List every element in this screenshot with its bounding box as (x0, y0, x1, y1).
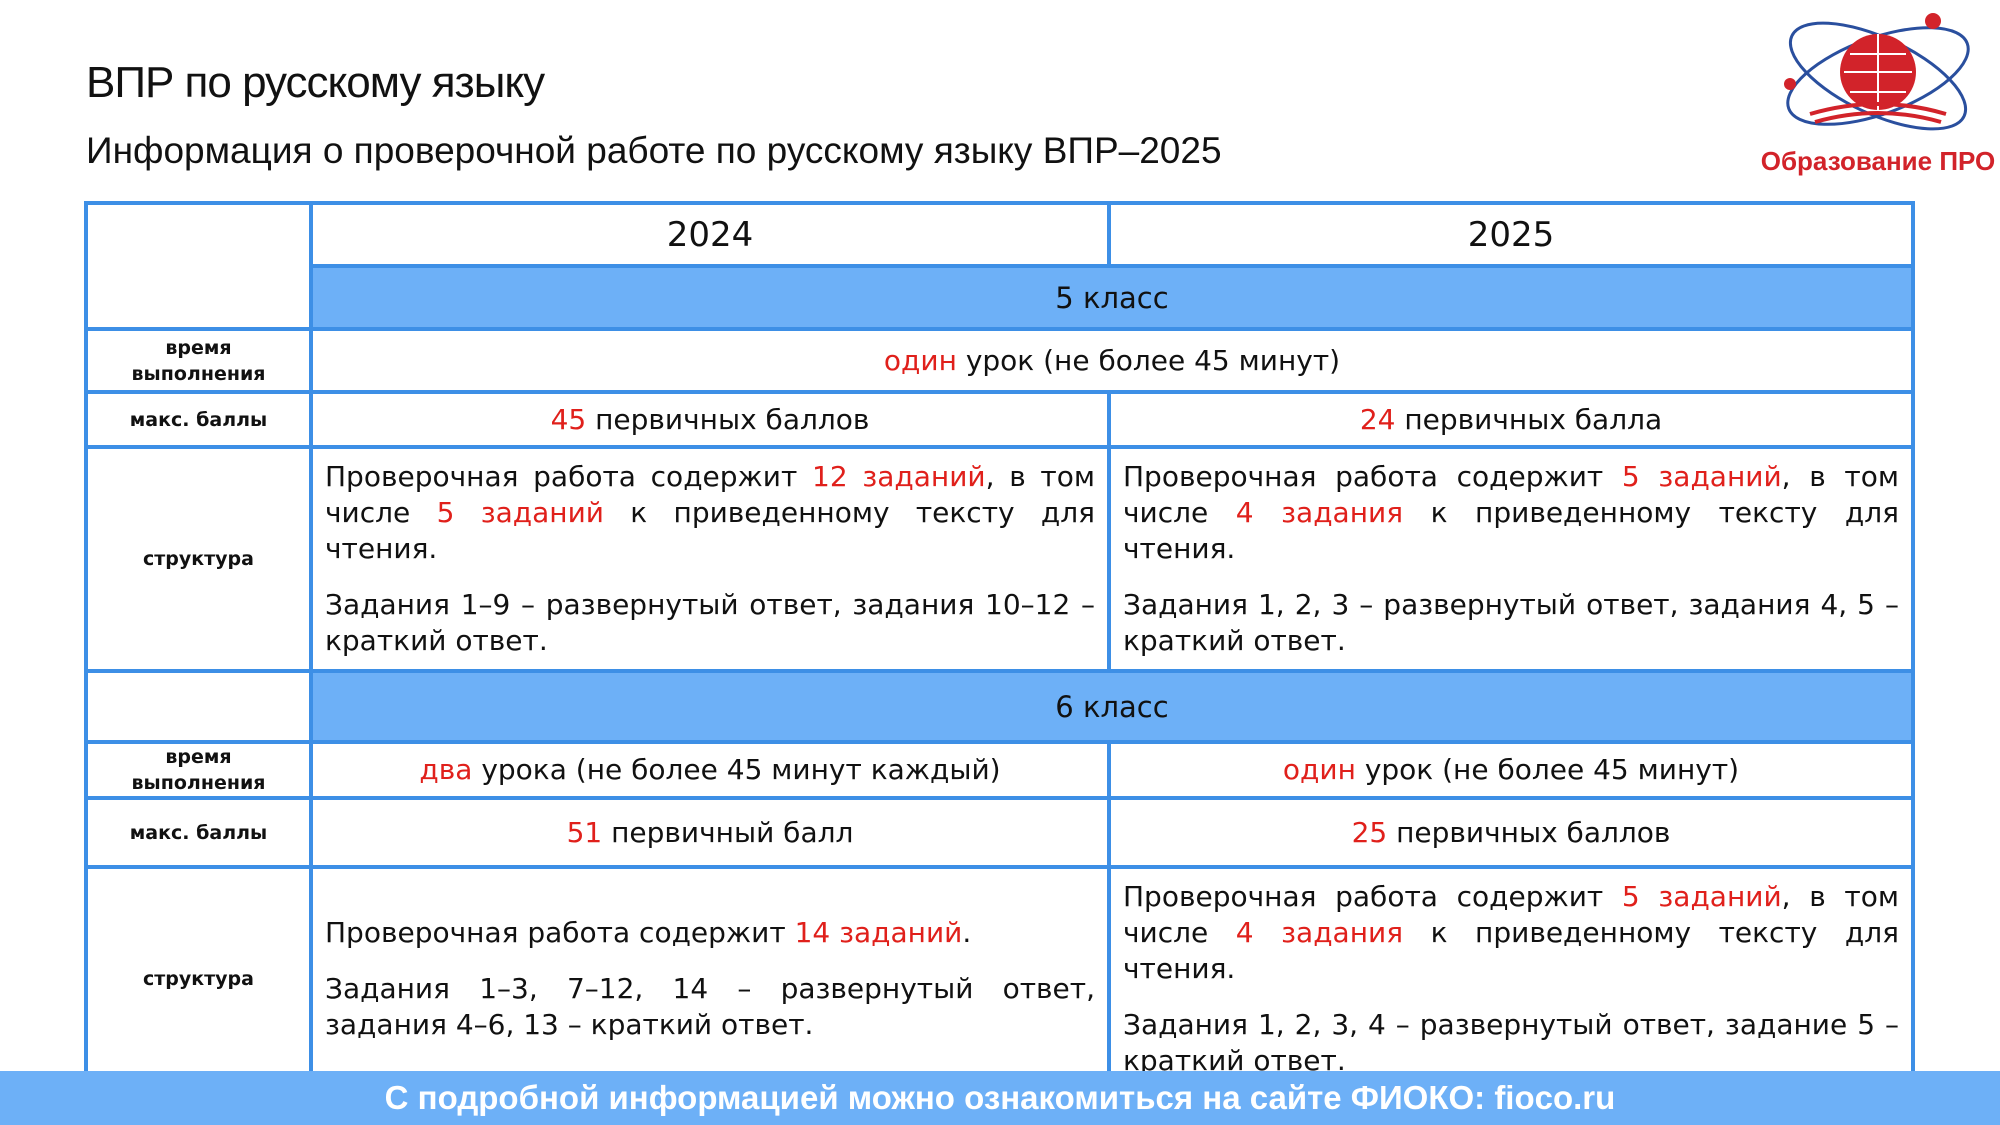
text: урок (не более 45 минут) (1355, 753, 1740, 786)
text: Проверочная работа содержит (325, 460, 812, 493)
row-label-text: макс. баллы (129, 408, 268, 431)
grade-row: 5 класс (86, 264, 1915, 331)
row-label: макс. баллы (84, 390, 313, 449)
value-cell: 25 первичных баллов (1107, 796, 1915, 869)
text: первичных баллов (1387, 815, 1671, 849)
year-cell: 2025 (1107, 201, 1915, 268)
highlight-text: 45 (550, 402, 587, 436)
text: . (962, 916, 972, 949)
text: Проверочная работа содержит (1123, 460, 1622, 493)
text: первичных балла (1395, 402, 1663, 436)
highlight-text: 5 заданий (436, 496, 604, 529)
text: к приведенному тексту для чтения. (1123, 496, 1899, 565)
highlight-text: 5 заданий (1621, 880, 1782, 913)
text: Задания 1–3, 7–12, 14 – развернутый отве… (325, 972, 1095, 1041)
highlight-text: 51 (566, 815, 603, 849)
paragraph: Задания 1, 2, 3, 4 – развернутый ответ, … (1123, 1007, 1899, 1079)
value-cell: Проверочная работа содержит 5 заданий, в… (1107, 865, 1915, 1093)
paragraph: 51 первичный балл (325, 815, 1095, 851)
paragraph: один урок (не более 45 минут) (1123, 752, 1899, 788)
paragraph: Проверочная работа содержит 14 заданий. (325, 915, 1095, 951)
value-cell: Проверочная работа содержит 14 заданий. З… (309, 865, 1111, 1093)
row-label-text: макс. баллы (129, 821, 268, 844)
paragraph: 24 первичных балла (1123, 402, 1899, 438)
row-label-text: структура (143, 968, 254, 990)
row-label: макс. баллы (84, 796, 313, 869)
text: первичных баллов (586, 402, 870, 436)
highlight-text: два (419, 753, 473, 786)
paragraph: два урока (не более 45 минут каждый) (325, 752, 1095, 788)
highlight-text: 4 задания (1235, 916, 1404, 949)
logo: Образование ПРО (1761, 13, 1995, 176)
footer: С подробной информацией можно ознакомить… (0, 1071, 2000, 1125)
subtitle: Информация о проверочной работе по русск… (86, 130, 1222, 171)
value-cell: 51 первичный балл (309, 796, 1111, 869)
data-row: макс. баллы 45 первичных баллов 24 первичн… (84, 390, 1915, 449)
row-label-text: структура (143, 548, 254, 570)
text: , в том числе (1123, 460, 1899, 529)
text: к приведенному тексту для чтения. (325, 496, 1095, 565)
text: Задания 1–9 – развернутый ответ, задания… (325, 588, 1095, 657)
row-label: время выполнения (84, 327, 313, 394)
row-label-text: время выполнения (131, 746, 266, 794)
paragraph: один урок (не более 45 минут) (325, 343, 1899, 379)
grade-row: 6 класс (84, 669, 1915, 744)
data-row: структура Проверочная работа содержит 14 … (84, 865, 1915, 1093)
paragraph: Проверочная работа содержит 12 заданий, … (325, 459, 1095, 567)
text: Проверочная работа содержит (1123, 880, 1622, 913)
header-row: 2024 2025 (84, 201, 1915, 331)
highlight-text: 24 (1359, 402, 1396, 436)
blank-cell (84, 669, 313, 744)
text: , в том числе (325, 460, 1095, 529)
row-label-text: время выполнения (131, 336, 266, 385)
text: Задания 1, 2, 3 – развернутый ответ, зад… (1123, 588, 1899, 657)
highlight-text: 12 заданий (812, 460, 986, 493)
paragraph: 25 первичных баллов (1123, 815, 1899, 851)
row-label: структура (84, 865, 313, 1093)
row-label: время выполнения (84, 740, 313, 800)
highlight-text: один (1282, 753, 1356, 786)
highlight-text: 14 заданий (794, 916, 963, 949)
data-row: структура Проверочная работа содержит 12 … (84, 445, 1915, 673)
text: урок (не более 45 минут) (956, 343, 1341, 377)
paragraph: 45 первичных баллов (325, 402, 1095, 438)
value-cell: один урок (не более 45 минут) (309, 327, 1915, 394)
value-cell: 45 первичных баллов (309, 390, 1111, 449)
highlight-text: 4 задания (1235, 496, 1404, 529)
comparison-table: 2024 2025 5 класс время выполнения один урок… (84, 201, 1915, 1093)
logo-text: Образование ПРО (1761, 146, 1995, 176)
year-cell: 2024 (309, 201, 1111, 268)
data-row: время выполнения два урока (не более 45 м… (84, 740, 1915, 800)
text: к приведенному тексту для чтения. (1123, 916, 1899, 985)
corner-cell (84, 201, 313, 331)
text: Задания 1, 2, 3, 4 – развернутый ответ, … (1123, 1008, 1899, 1077)
paragraph: Задания 1, 2, 3 – развернутый ответ, зад… (1123, 587, 1899, 659)
value-cell: Проверочная работа содержит 5 заданий, в… (1107, 445, 1915, 673)
highlight-text: один (883, 343, 957, 377)
value-cell: один урок (не более 45 минут) (1107, 740, 1915, 800)
value-cell: 24 первичных балла (1107, 390, 1915, 449)
value-cell: два урока (не более 45 минут каждый) (309, 740, 1111, 800)
text: урока (не более 45 минут каждый) (472, 753, 1001, 786)
paragraph: Задания 1–3, 7–12, 14 – развернутый отве… (325, 971, 1095, 1043)
data-row: макс. баллы 51 первичный балл 25 первичных… (84, 796, 1915, 869)
paragraph: Проверочная работа содержит 5 заданий, в… (1123, 879, 1899, 987)
grade-cell: 5 класс (309, 264, 1915, 331)
text: Проверочная работа содержит (325, 916, 795, 949)
paragraph: Проверочная работа содержит 5 заданий, в… (1123, 459, 1899, 567)
row-label: структура (84, 445, 313, 673)
title: ВПР по русскому языку (86, 58, 545, 107)
grade-cell: 6 класс (309, 669, 1915, 744)
text: первичный балл (602, 815, 854, 849)
highlight-text: 5 заданий (1621, 460, 1782, 493)
text: , в том числе (1123, 880, 1899, 949)
highlight-text: 25 (1351, 815, 1388, 849)
value-cell: Проверочная работа содержит 12 заданий, … (309, 445, 1111, 673)
paragraph: Задания 1–9 – развернутый ответ, задания… (325, 587, 1095, 659)
data-row: время выполнения один урок (не более 45 м… (84, 327, 1915, 394)
